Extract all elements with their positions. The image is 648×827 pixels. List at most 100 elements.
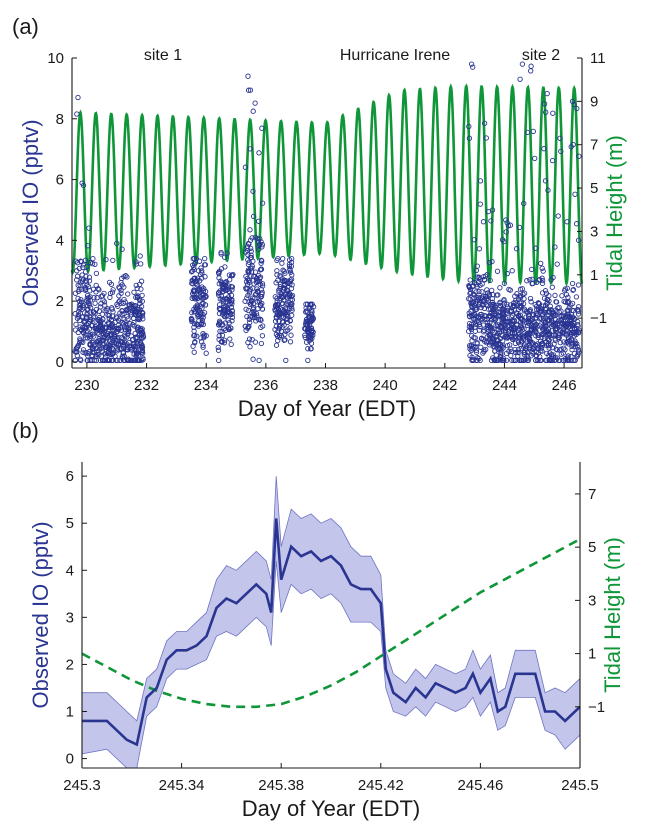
io-point [247, 87, 254, 93]
io-point [484, 319, 490, 325]
io-point [190, 343, 196, 349]
io-point [480, 293, 486, 300]
io-point [504, 335, 510, 341]
io-point [572, 343, 578, 349]
io-point [258, 266, 264, 272]
io-point [123, 273, 129, 279]
io-point [521, 290, 528, 296]
io-point [468, 324, 475, 330]
io-point [137, 300, 143, 307]
io-point [218, 251, 224, 257]
io-point [219, 296, 225, 302]
io-point [137, 297, 143, 304]
io-point [289, 272, 295, 278]
io-point [80, 349, 86, 355]
io-point [196, 298, 202, 304]
io-point [247, 227, 253, 233]
io-point [75, 342, 81, 349]
io-point [76, 308, 82, 315]
io-point [192, 321, 198, 327]
io-point [549, 157, 556, 164]
io-point [288, 285, 295, 292]
io-point [102, 351, 109, 357]
io-uncertainty-band [81, 476, 581, 769]
io-point [529, 276, 535, 282]
io-point [535, 345, 542, 351]
io-point [280, 278, 286, 284]
io-point [73, 258, 79, 264]
io-point [135, 309, 141, 315]
io-point [480, 322, 487, 328]
io-point [225, 294, 232, 300]
io-point [216, 275, 222, 281]
io-point [564, 285, 570, 291]
io-point [102, 357, 108, 364]
io-point [530, 128, 536, 135]
panel-b: (b) 245.3 245.34 245.38 245.42 245.46 245.5 0 1… [12, 418, 625, 821]
io-point [221, 254, 228, 260]
io-point [305, 357, 311, 364]
io-point [486, 259, 493, 266]
io-point [89, 357, 95, 364]
io-point [539, 280, 546, 287]
panel-a-y-right-tick-label: 11 [590, 50, 606, 67]
io-point [575, 237, 582, 243]
io-point [103, 256, 109, 263]
io-point [258, 260, 264, 266]
io-point [128, 312, 135, 318]
io-point [308, 345, 314, 352]
io-point [80, 182, 87, 189]
io-point [131, 323, 138, 329]
io-point [257, 303, 264, 309]
io-point [124, 274, 130, 280]
io-point [543, 339, 549, 345]
panel-a-y-right-tick-label: −1 [590, 310, 607, 327]
io-point [200, 314, 206, 321]
io-point [217, 319, 223, 326]
io-point [96, 308, 103, 314]
io-point [536, 332, 542, 339]
io-point [124, 357, 130, 364]
io-point [225, 317, 231, 323]
io-point [287, 277, 294, 283]
io-point [125, 325, 132, 331]
io-point [82, 332, 88, 338]
io-point [518, 322, 524, 328]
io-point [73, 349, 79, 355]
io-point [101, 299, 108, 305]
io-point [519, 324, 525, 331]
io-point [569, 300, 576, 307]
tidal-height-dashed-path [81, 538, 581, 709]
io-point [552, 292, 558, 299]
io-point [569, 98, 576, 105]
io-point [532, 245, 539, 251]
io-point [525, 313, 532, 319]
io-point [511, 300, 517, 306]
io-point [546, 352, 552, 359]
io-point [276, 289, 282, 295]
io-point [98, 321, 104, 328]
io-point [490, 292, 496, 298]
io-point [569, 346, 575, 353]
io-point [510, 303, 517, 309]
io-point [129, 346, 135, 352]
io-point [74, 111, 80, 117]
io-point [248, 252, 254, 258]
io-point [568, 331, 575, 337]
io-point [489, 258, 495, 265]
io-point [99, 348, 105, 354]
io-point [572, 340, 578, 346]
io-point [251, 312, 258, 318]
io-point [96, 287, 102, 293]
io-point [544, 90, 550, 97]
io-point [191, 255, 197, 262]
io-point [252, 339, 259, 345]
panel-b-y-label-left: Observed IO (pptv) [28, 521, 53, 708]
io-point [525, 357, 532, 364]
panel-b-x-tick-label: 245.3 [63, 777, 101, 794]
io-point [286, 263, 293, 270]
io-scatter-points [72, 61, 582, 364]
io-point [471, 237, 477, 243]
io-point [193, 278, 199, 284]
io-point [555, 334, 561, 340]
